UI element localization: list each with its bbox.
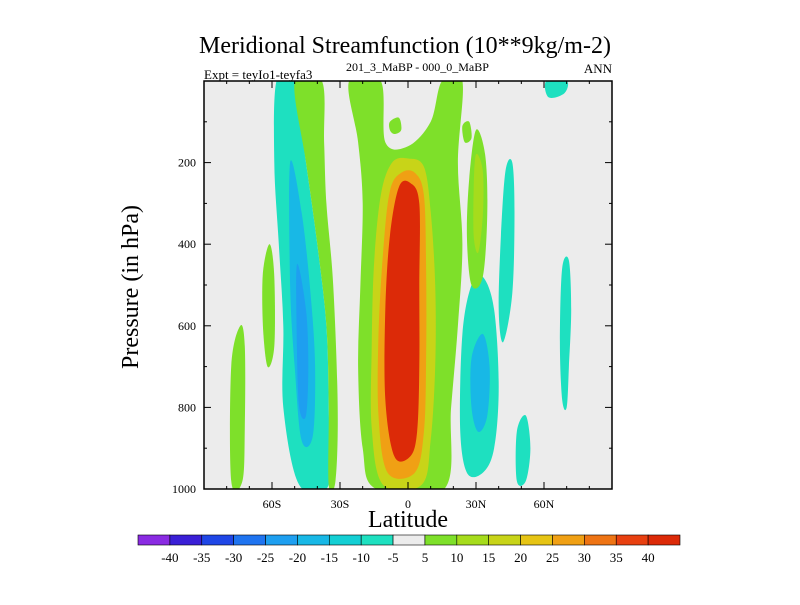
contour-regions [229, 81, 572, 489]
contour-negative-band-north-low [515, 415, 531, 486]
colorbar-swatch [456, 534, 490, 546]
contour-negative-cell-south-core [296, 263, 309, 420]
colorbar-swatch [552, 534, 585, 546]
colorbar-label: 20 [514, 550, 527, 565]
colorbar-swatch [297, 534, 330, 546]
colorbar: -40 -35 -30 -25 -20 -15 -10 -5 5 10 15 20 25 30 35 40 [137, 534, 681, 565]
colorbar-swatch [328, 534, 362, 546]
contour-positive-band-south [294, 81, 338, 489]
colorbar-swatch [520, 534, 553, 546]
contour-negative-cell-north-inner [470, 333, 490, 433]
x-tick-label: 0 [405, 497, 411, 511]
colorbar-swatch [488, 534, 521, 546]
y-tick-label: 600 [178, 319, 196, 333]
colorbar-label: -20 [289, 550, 306, 565]
colorbar-label: -25 [257, 550, 274, 565]
colorbar-label: 25 [546, 550, 559, 565]
colorbar-label: 40 [642, 550, 655, 565]
colorbar-swatch [392, 534, 426, 546]
colorbar-swatch [615, 534, 649, 546]
colorbar-label: 10 [450, 550, 463, 565]
colorbar-label: -5 [388, 550, 399, 565]
y-axis-title: Pressure (in hPa) [118, 205, 144, 369]
colorbar-swatch [201, 534, 234, 546]
contour-positive-band-north-upper [473, 153, 484, 254]
season-label: ANN [584, 61, 613, 76]
experiment-period-label: 201_3_MaBP - 000_0_MaBP [346, 60, 489, 74]
contour-negative-band-north-high [498, 158, 515, 343]
colorbar-swatch [137, 534, 171, 546]
y-tick-label: 400 [178, 237, 196, 251]
y-tick-label: 200 [178, 156, 196, 170]
colorbar-label: -40 [161, 550, 178, 565]
colorbar-swatch [169, 534, 203, 546]
colorbar-label: -35 [193, 550, 210, 565]
chart-title: Meridional Streamfunction (10**9kg/m-2) [199, 33, 611, 59]
x-tick-label: 60S [263, 497, 282, 511]
colorbar-label: -30 [225, 550, 242, 565]
x-tick-label: 60N [534, 497, 555, 511]
y-tick-label: 1000 [172, 482, 196, 496]
contour-positive-small-top [389, 117, 402, 134]
colorbar-swatch [360, 534, 394, 546]
colorbar-swatch [233, 534, 266, 546]
contour-positive-cell-35 [384, 180, 420, 462]
colorbar-swatch [647, 534, 681, 546]
colorbar-swatch [584, 534, 617, 546]
experiment-label: Expt = teyIo1-teyfa3 [204, 67, 312, 82]
colorbar-label: -15 [321, 550, 338, 565]
colorbar-label: 30 [578, 550, 591, 565]
colorbar-swatch [424, 534, 458, 546]
contour-positive-small-north-top [462, 121, 472, 143]
colorbar-swatch [265, 534, 298, 546]
colorbar-label: -10 [353, 550, 370, 565]
contour-negative-band-far-north [559, 256, 572, 411]
colorbar-label: 5 [422, 550, 429, 565]
colorbar-label: 35 [610, 550, 623, 565]
contour-positive-band-far-south [229, 325, 246, 489]
y-tick-label: 800 [178, 400, 196, 414]
contour-positive-band-sh-mid [262, 244, 275, 368]
x-axis-title: Latitude [368, 507, 448, 533]
x-tick-label: 30S [331, 497, 350, 511]
x-tick-label: 30N [466, 497, 487, 511]
contour-negative-small-north-top [544, 81, 569, 98]
colorbar-label: 15 [482, 550, 495, 565]
